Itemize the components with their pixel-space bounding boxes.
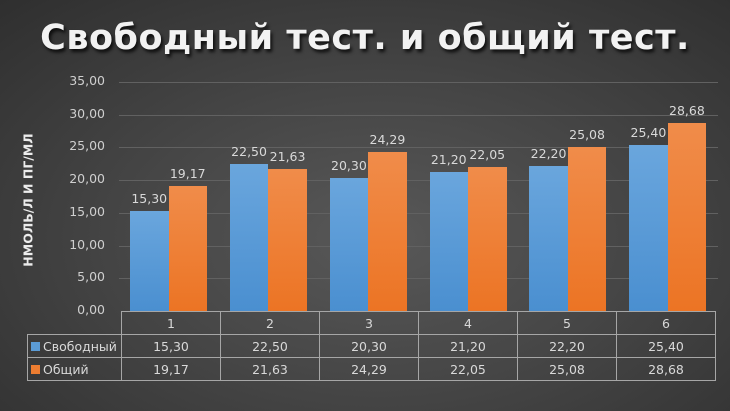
data-label: 20,30 xyxy=(331,158,367,174)
table-cell: 22,20 xyxy=(517,334,617,358)
data-label: 15,30 xyxy=(131,190,168,206)
table-cell: 21,63 xyxy=(220,357,320,381)
data-table-row-free: Свободный 15,30 22,50 20,30 21,20 22,20 … xyxy=(27,334,716,358)
category-label: 6 xyxy=(616,311,716,335)
gridline xyxy=(119,82,718,83)
y-axis-label: НМОЛЬ/Л И ПГ/МЛ xyxy=(20,133,36,267)
data-label: 22,50 xyxy=(231,143,267,159)
bar-total xyxy=(567,146,607,311)
category-label: 1 xyxy=(121,311,221,335)
y-tick-label: 35,00 xyxy=(69,73,105,88)
bar-total xyxy=(468,166,507,311)
table-cell: 22,50 xyxy=(220,334,320,358)
legend-entry-free: Свободный xyxy=(27,334,122,358)
bar-total xyxy=(268,169,307,311)
data-label: 25,08 xyxy=(569,126,605,142)
bar-free xyxy=(329,178,369,311)
gridline xyxy=(119,246,718,247)
bar-free xyxy=(529,165,568,311)
data-label: 21,20 xyxy=(430,152,467,168)
legend-swatch-blue xyxy=(31,341,40,351)
table-cell: 15,30 xyxy=(121,334,221,358)
gridline xyxy=(119,278,718,279)
table-cell: 21,20 xyxy=(418,334,518,358)
table-cell: 19,17 xyxy=(121,357,221,381)
legend-swatch-orange xyxy=(31,364,40,374)
data-table-row-total: Общий 19,17 21,63 24,29 22,05 25,08 28,6… xyxy=(27,357,716,381)
data-label: 19,17 xyxy=(169,165,206,181)
table-cell: 28,68 xyxy=(616,357,716,381)
table-cell: 24,29 xyxy=(319,357,419,381)
table-cell: 25,08 xyxy=(517,357,617,381)
y-tick-label: 25,00 xyxy=(69,138,105,153)
y-tick-label: 5,00 xyxy=(77,269,105,284)
data-table: 1 2 3 4 5 6 Свободный 15,30 22,50 20,30 … xyxy=(27,311,716,381)
y-tick-label: 10,00 xyxy=(69,237,105,252)
gridline xyxy=(119,180,718,181)
data-table-header-row: 1 2 3 4 5 6 xyxy=(27,311,716,335)
bar-free xyxy=(229,163,269,311)
table-cell: 25,40 xyxy=(616,334,716,358)
table-cell: 22,05 xyxy=(418,357,518,381)
legend-entry-total: Общий xyxy=(27,357,122,381)
chart-title: Свободный тест. и общий тест. xyxy=(40,18,690,58)
bar-free xyxy=(130,210,169,311)
y-tick-label: 30,00 xyxy=(69,106,105,121)
data-label: 28,68 xyxy=(669,103,705,119)
data-label: 22,20 xyxy=(530,145,567,161)
category-label: 3 xyxy=(319,311,419,335)
bar-free xyxy=(629,144,668,311)
gridline xyxy=(119,147,718,148)
data-label: 25,40 xyxy=(630,124,667,140)
bar-total xyxy=(368,152,407,311)
bar-total xyxy=(667,123,707,311)
gridline xyxy=(119,213,718,214)
y-tick-label: 20,00 xyxy=(69,171,105,186)
category-label: 2 xyxy=(220,311,320,335)
y-tick-label: 0,00 xyxy=(77,302,105,317)
table-cell: 20,30 xyxy=(319,334,419,358)
data-label: 21,63 xyxy=(269,149,306,165)
category-label: 5 xyxy=(517,311,617,335)
y-tick-label: 15,00 xyxy=(69,204,105,219)
bar-free xyxy=(429,172,468,311)
bar-total xyxy=(168,185,207,311)
category-label: 4 xyxy=(418,311,518,335)
data-label: 22,05 xyxy=(469,146,506,162)
gridline xyxy=(119,115,718,116)
data-label: 24,29 xyxy=(369,132,406,148)
